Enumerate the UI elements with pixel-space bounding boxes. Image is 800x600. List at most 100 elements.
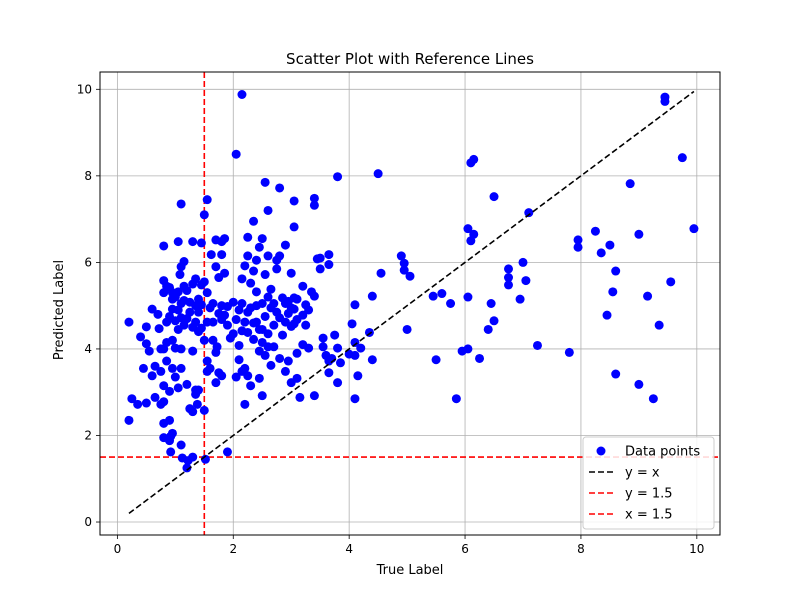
data-point xyxy=(222,320,232,330)
data-point xyxy=(205,363,215,373)
data-point xyxy=(182,286,192,296)
data-point xyxy=(463,224,473,234)
data-point xyxy=(292,373,302,383)
data-point xyxy=(324,250,334,260)
legend-entry-label: y = x xyxy=(625,466,660,481)
data-point xyxy=(367,355,377,365)
data-point xyxy=(243,232,253,242)
y-tick-label: 4 xyxy=(84,342,92,356)
data-point xyxy=(504,280,514,290)
data-point xyxy=(292,294,302,304)
data-point xyxy=(251,287,261,297)
data-point xyxy=(489,192,499,202)
data-point xyxy=(608,287,618,297)
data-point xyxy=(532,340,542,350)
data-point xyxy=(167,363,177,373)
data-point xyxy=(188,346,198,356)
data-point xyxy=(324,368,334,378)
data-point xyxy=(263,329,273,339)
data-point xyxy=(249,266,259,276)
data-point xyxy=(202,195,212,205)
data-point xyxy=(399,258,409,268)
y-axis-ticks: 0 2 4 6 8 10 xyxy=(77,82,100,529)
legend-entry-label: y = 1.5 xyxy=(625,487,673,502)
data-point xyxy=(289,304,299,314)
data-point xyxy=(266,360,276,370)
data-point xyxy=(469,229,479,239)
data-point xyxy=(324,260,334,270)
data-point xyxy=(573,242,583,252)
data-point xyxy=(199,210,209,220)
data-point xyxy=(666,277,676,287)
data-point xyxy=(231,372,241,382)
data-point xyxy=(176,344,186,354)
data-point xyxy=(220,310,230,320)
data-point xyxy=(251,255,261,265)
data-point xyxy=(188,452,198,462)
data-point xyxy=(350,337,360,347)
data-point xyxy=(266,284,276,294)
data-point xyxy=(147,371,157,381)
legend-entry-label: x = 1.5 xyxy=(625,508,673,523)
data-point xyxy=(318,342,328,352)
data-point xyxy=(611,266,621,276)
x-tick-label: 0 xyxy=(114,542,122,556)
data-point xyxy=(286,268,296,278)
data-point xyxy=(173,287,183,297)
x-tick-label: 6 xyxy=(461,542,469,556)
data-point xyxy=(272,264,282,274)
x-tick-label: 8 xyxy=(577,542,585,556)
data-point xyxy=(217,371,227,381)
data-point xyxy=(269,342,279,352)
data-point xyxy=(437,289,447,299)
data-point xyxy=(176,440,186,450)
data-point xyxy=(179,257,189,267)
data-point xyxy=(367,291,377,301)
data-point xyxy=(240,261,250,271)
data-point xyxy=(147,304,157,314)
data-point xyxy=(298,310,308,320)
data-point xyxy=(469,154,479,164)
data-point xyxy=(176,199,186,209)
data-point xyxy=(660,92,670,102)
data-point xyxy=(350,350,360,360)
data-point xyxy=(463,292,473,302)
data-point xyxy=(246,381,256,391)
data-point xyxy=(208,317,218,327)
data-point xyxy=(136,332,146,342)
x-tick-label: 2 xyxy=(229,542,237,556)
data-point xyxy=(643,291,653,301)
data-point xyxy=(165,386,175,396)
data-point xyxy=(446,299,456,308)
data-point xyxy=(141,322,151,332)
data-point xyxy=(254,373,264,383)
data-point xyxy=(292,348,302,358)
data-point xyxy=(185,307,195,317)
data-point xyxy=(431,355,441,365)
data-point xyxy=(217,250,227,260)
data-point xyxy=(486,299,496,308)
data-point xyxy=(249,216,259,226)
data-point xyxy=(175,270,185,280)
data-point xyxy=(153,309,163,319)
data-point xyxy=(127,394,137,404)
data-point xyxy=(222,447,232,457)
y-tick-label: 0 xyxy=(84,515,92,529)
data-point xyxy=(251,317,261,327)
data-point xyxy=(275,251,285,261)
chart-title: Scatter Plot with Reference Lines xyxy=(286,50,534,68)
data-point xyxy=(333,378,343,388)
data-point xyxy=(489,316,499,326)
data-point xyxy=(243,327,253,337)
data-point xyxy=(289,222,299,232)
data-point xyxy=(318,333,328,343)
data-point xyxy=(280,366,290,376)
data-point xyxy=(309,200,319,210)
data-point xyxy=(515,294,525,304)
data-point xyxy=(564,347,574,357)
data-point xyxy=(173,237,183,247)
data-point xyxy=(260,270,270,280)
legend-marker-data-points xyxy=(596,446,606,456)
data-point xyxy=(188,407,198,417)
x-tick-label: 10 xyxy=(689,542,704,556)
